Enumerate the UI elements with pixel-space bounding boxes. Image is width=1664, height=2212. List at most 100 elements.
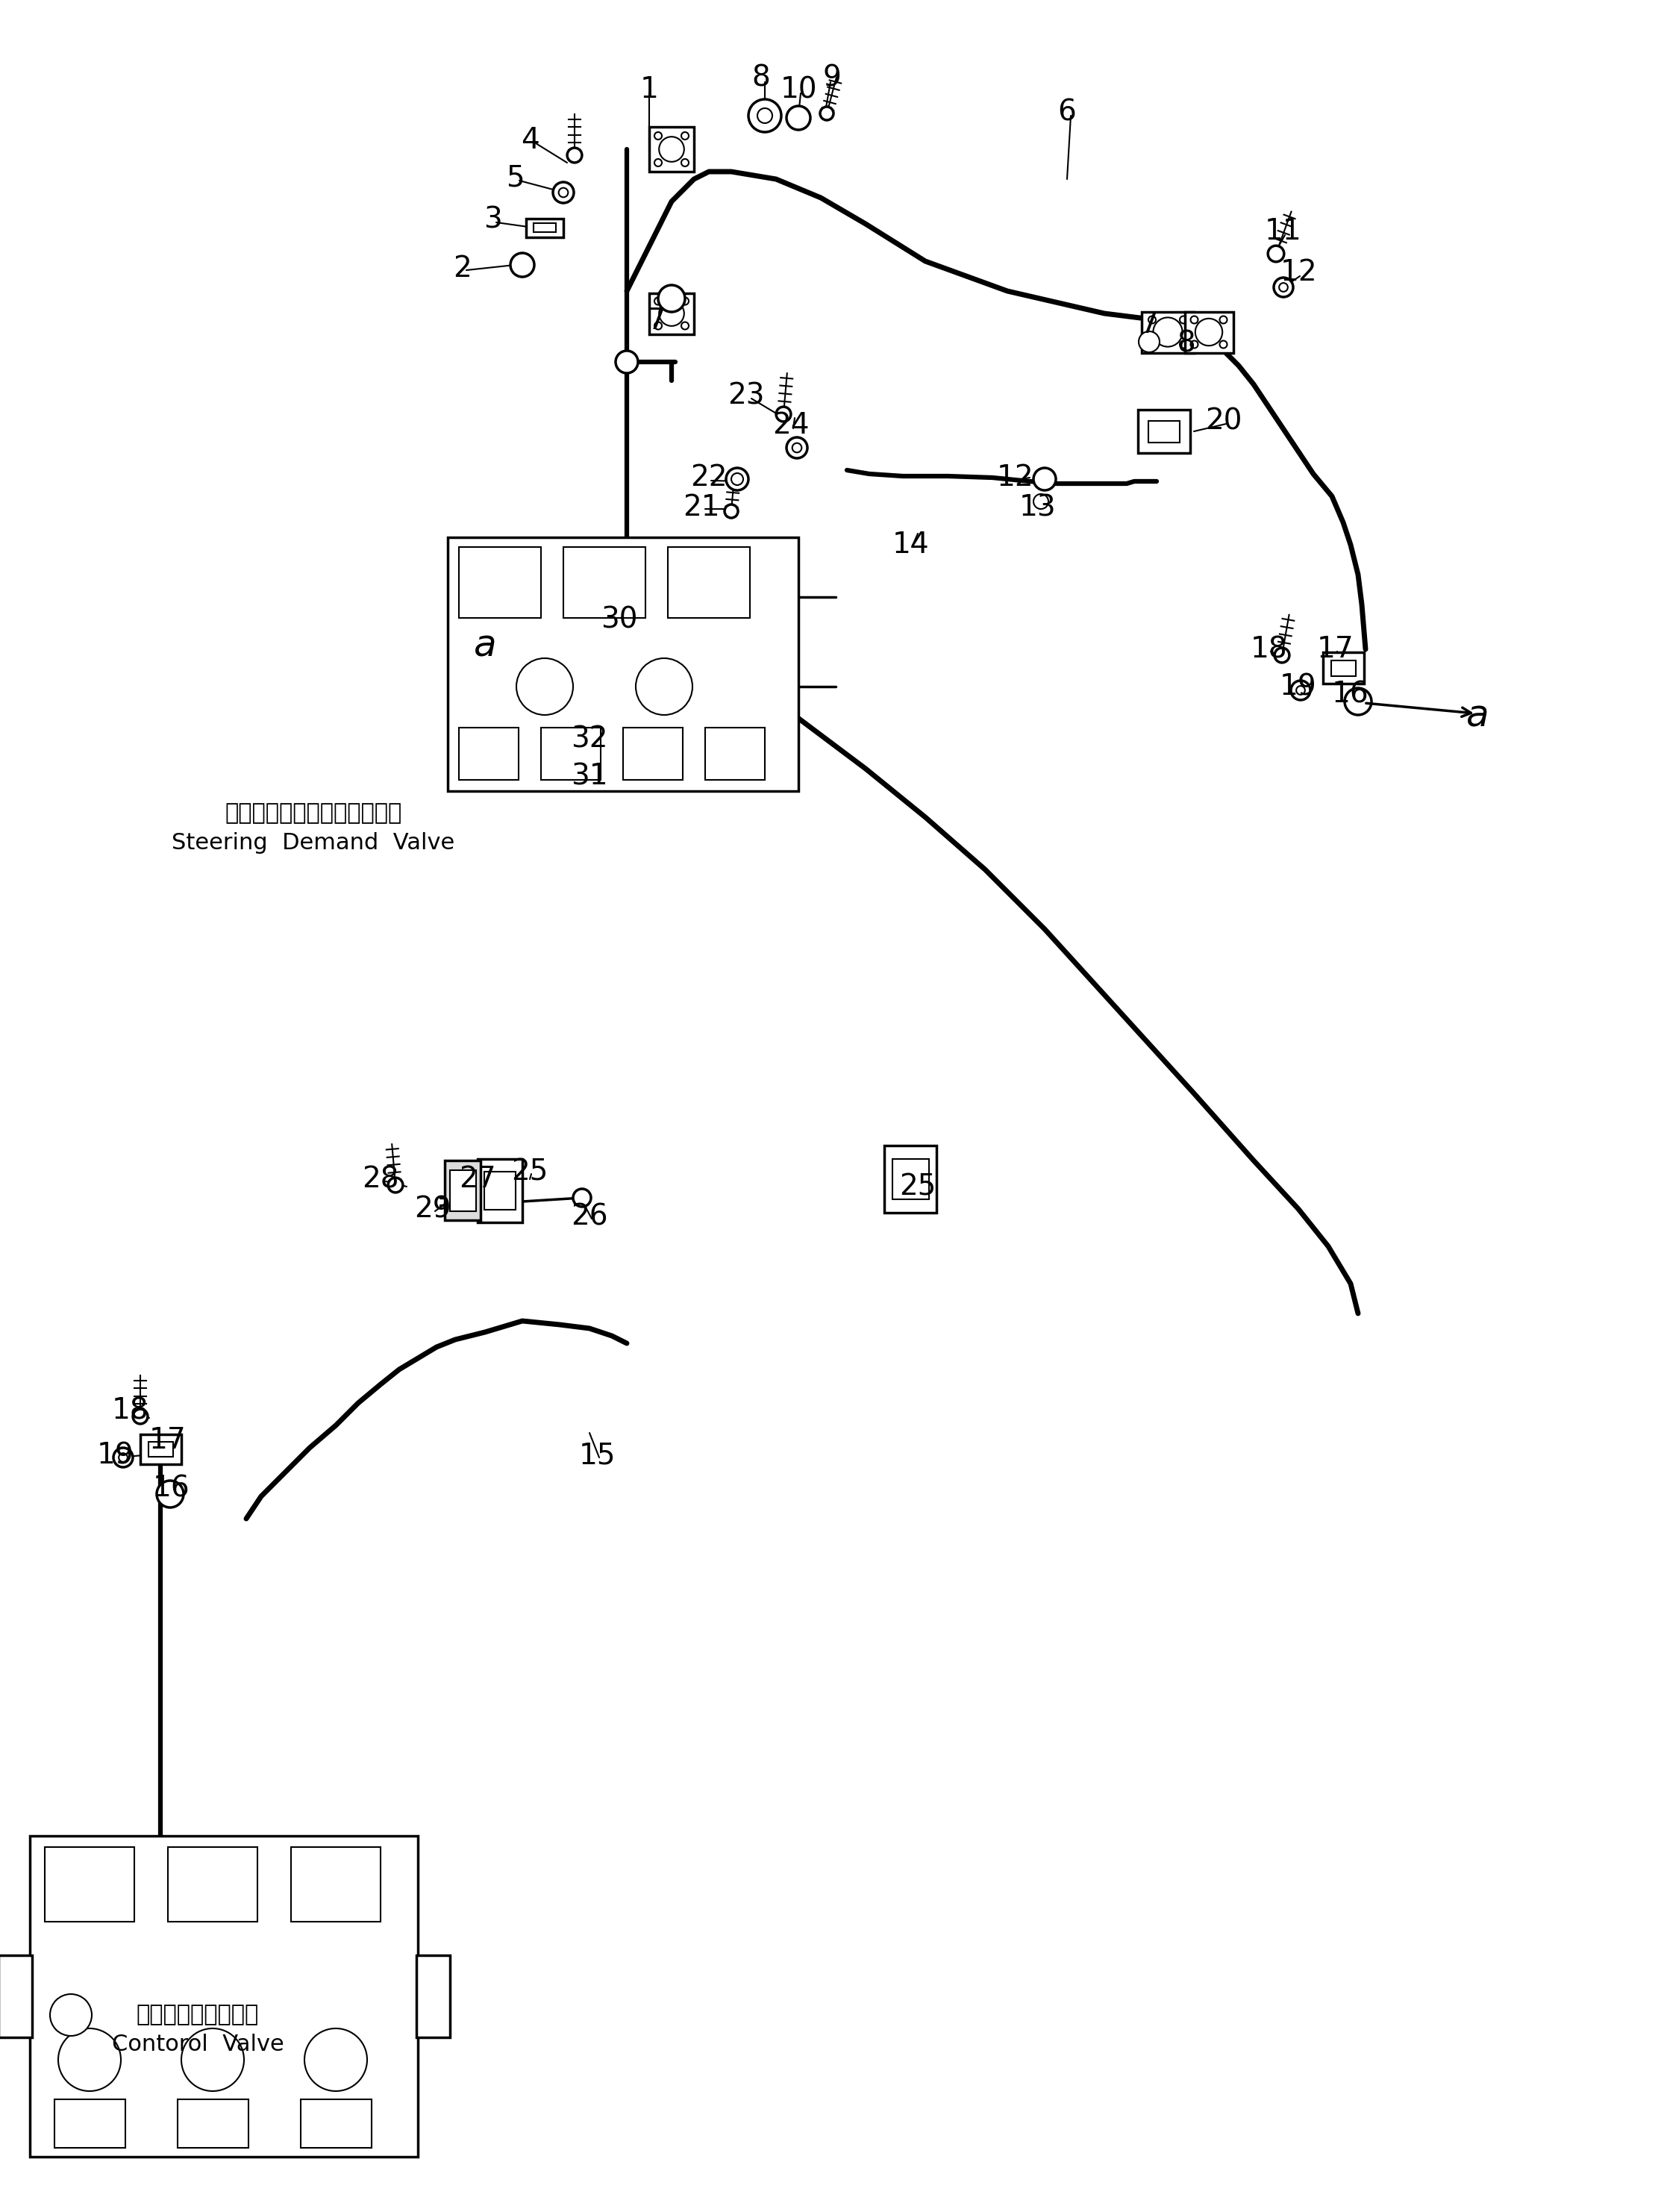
Circle shape <box>681 323 689 330</box>
Text: 24: 24 <box>772 411 809 440</box>
Circle shape <box>749 100 782 133</box>
Text: 20: 20 <box>1205 407 1243 436</box>
Circle shape <box>607 712 631 734</box>
Circle shape <box>1153 319 1183 347</box>
Circle shape <box>552 181 574 204</box>
Bar <box>168 1847 258 1922</box>
Text: 25: 25 <box>899 1172 937 1201</box>
Text: 8: 8 <box>1176 330 1196 358</box>
Text: 3: 3 <box>483 206 503 234</box>
Circle shape <box>1180 341 1186 347</box>
Circle shape <box>559 188 567 197</box>
Bar <box>1185 312 1233 352</box>
Bar <box>534 223 556 232</box>
Circle shape <box>1220 341 1226 347</box>
Text: 31: 31 <box>571 761 607 790</box>
Circle shape <box>118 1453 128 1462</box>
Circle shape <box>181 2028 245 2090</box>
Circle shape <box>133 1409 148 1425</box>
Bar <box>300 2099 371 2148</box>
Text: 9: 9 <box>822 64 842 93</box>
Circle shape <box>156 1480 183 1509</box>
Bar <box>654 619 681 637</box>
Circle shape <box>681 296 689 305</box>
Bar <box>45 1847 135 1922</box>
Bar <box>622 728 682 781</box>
Text: 16: 16 <box>153 1475 190 1502</box>
Text: a: a <box>474 628 496 664</box>
Text: 14: 14 <box>892 531 929 560</box>
Text: 30: 30 <box>601 606 637 633</box>
Bar <box>459 546 541 617</box>
Text: 17: 17 <box>1318 635 1354 664</box>
Text: 5: 5 <box>506 164 524 192</box>
Circle shape <box>1280 283 1288 292</box>
Circle shape <box>113 1449 133 1467</box>
Circle shape <box>1195 319 1223 345</box>
Bar <box>0 1955 32 2037</box>
Circle shape <box>775 407 790 422</box>
Circle shape <box>1291 681 1310 699</box>
Circle shape <box>567 148 582 164</box>
Text: 8: 8 <box>752 64 770 93</box>
Text: 23: 23 <box>727 380 765 409</box>
Text: 10: 10 <box>780 75 817 104</box>
Bar <box>484 1172 516 1210</box>
Circle shape <box>792 442 802 453</box>
Text: 13: 13 <box>1018 493 1055 522</box>
Circle shape <box>681 159 689 166</box>
Bar <box>291 1847 381 1922</box>
Bar <box>448 538 799 792</box>
Text: 25: 25 <box>511 1157 547 1186</box>
Text: 7: 7 <box>647 307 666 334</box>
Text: 19: 19 <box>1280 672 1316 701</box>
Circle shape <box>787 438 807 458</box>
Text: コントロールバルブ: コントロールバルブ <box>136 2004 260 2026</box>
Text: 18: 18 <box>111 1396 150 1425</box>
Circle shape <box>1268 246 1285 261</box>
Bar <box>646 611 691 648</box>
Text: 1: 1 <box>641 75 659 104</box>
Circle shape <box>1138 332 1160 352</box>
Text: 28: 28 <box>363 1166 399 1192</box>
Circle shape <box>787 106 810 131</box>
Circle shape <box>654 323 662 330</box>
Text: Contorol  Valve: Contorol Valve <box>111 2035 285 2055</box>
Circle shape <box>654 296 662 305</box>
Circle shape <box>1033 469 1057 491</box>
Circle shape <box>50 1993 92 2035</box>
Circle shape <box>1033 493 1048 509</box>
Text: 7: 7 <box>1140 310 1158 338</box>
Circle shape <box>1148 316 1156 323</box>
Bar <box>564 546 646 617</box>
Bar <box>706 728 765 781</box>
Text: 21: 21 <box>682 493 721 522</box>
Circle shape <box>730 473 744 484</box>
Circle shape <box>681 133 689 139</box>
Circle shape <box>572 1188 591 1208</box>
Text: 12: 12 <box>997 465 1033 491</box>
Circle shape <box>659 301 684 325</box>
Text: 27: 27 <box>459 1166 496 1192</box>
Text: a: a <box>1466 699 1489 734</box>
Bar <box>1138 409 1190 453</box>
Bar <box>140 1433 181 1464</box>
Bar <box>884 1146 937 1212</box>
Bar <box>55 2099 125 2148</box>
Circle shape <box>614 717 624 728</box>
Circle shape <box>654 133 662 139</box>
Text: 15: 15 <box>579 1440 616 1469</box>
Circle shape <box>1190 341 1198 347</box>
Bar <box>178 2099 248 2148</box>
Bar <box>449 1170 476 1210</box>
Bar <box>459 728 519 781</box>
Bar <box>892 1159 929 1199</box>
Circle shape <box>1180 316 1186 323</box>
Circle shape <box>616 770 624 779</box>
Text: 6: 6 <box>1058 97 1077 126</box>
Text: ステアリングデマンドバルブ: ステアリングデマンドバルブ <box>225 803 403 825</box>
Text: 26: 26 <box>571 1203 607 1230</box>
Text: 12: 12 <box>1280 259 1316 288</box>
Bar <box>649 126 694 173</box>
Text: 2: 2 <box>453 254 473 283</box>
